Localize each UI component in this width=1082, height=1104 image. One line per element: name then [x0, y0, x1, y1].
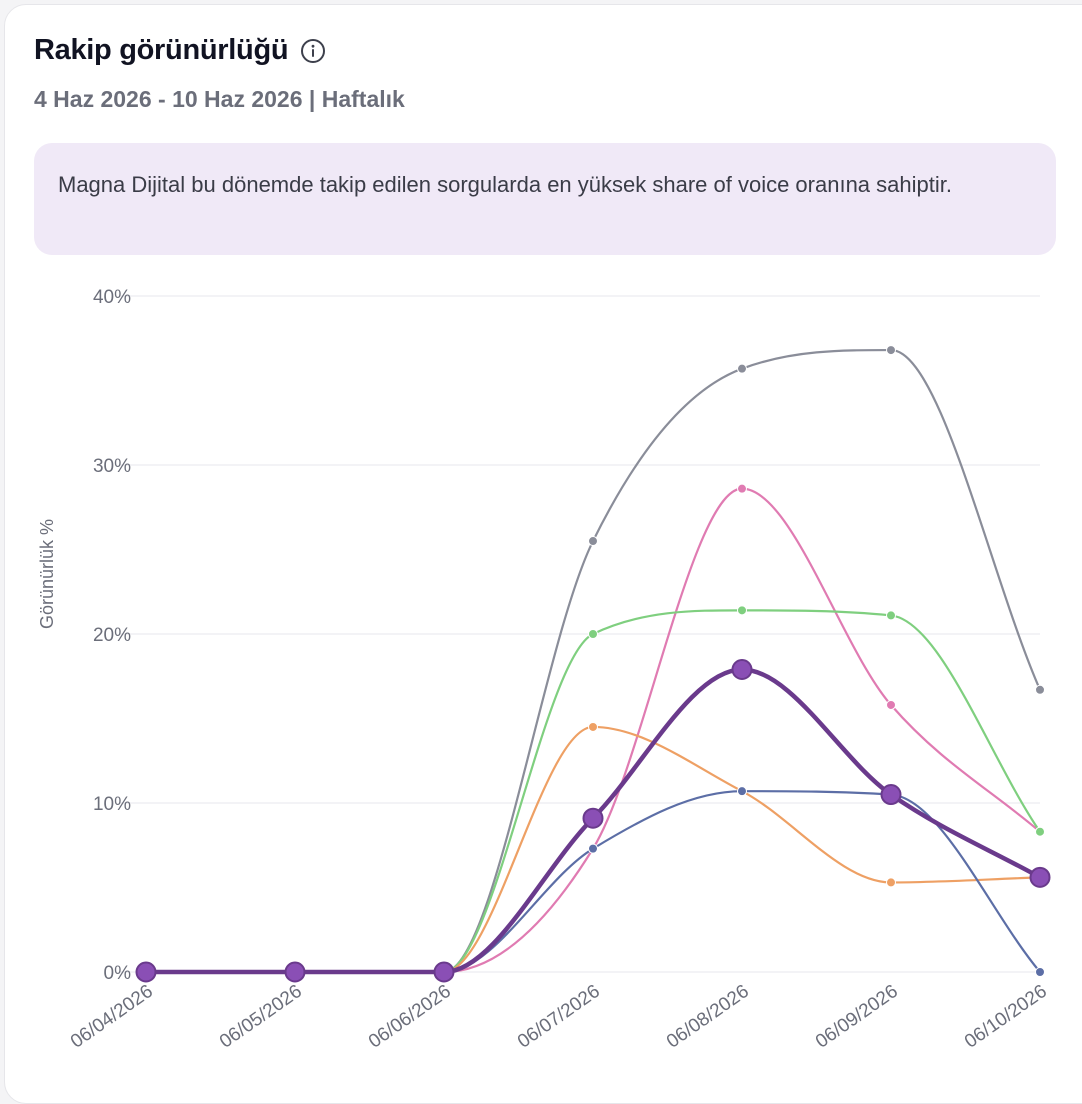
insight-text: Magna Dijital bu dönemde takip edilen so…	[58, 172, 952, 197]
insight-banner: Magna Dijital bu dönemde takip edilen so…	[34, 143, 1056, 255]
data-points	[135, 345, 1051, 983]
data-point[interactable]	[737, 605, 747, 616]
card-title: Rakip görünürlüğü	[34, 34, 289, 66]
data-point[interactable]	[737, 363, 747, 374]
y-tick-label: 0%	[104, 963, 132, 984]
data-point[interactable]	[880, 784, 902, 806]
data-point[interactable]	[886, 610, 896, 621]
date-range-subtitle: 4 Haz 2026 - 10 Haz 2026 | Haftalık	[34, 86, 405, 112]
data-point[interactable]	[1029, 866, 1051, 888]
grid-lines	[120, 295, 1040, 973]
series-lines	[143, 348, 1043, 975]
x-tick-label: 06/07/2026	[514, 981, 604, 1053]
series-line-3[interactable]	[144, 609, 1042, 974]
data-point[interactable]	[737, 483, 747, 494]
data-point[interactable]	[737, 786, 747, 797]
data-point[interactable]	[886, 699, 896, 710]
data-point[interactable]	[1035, 967, 1045, 977]
data-point[interactable]	[588, 843, 598, 854]
x-tick-label: 06/04/2026	[67, 981, 157, 1053]
line-chart: 0%10%20%30%40% Görünürlük % 06/04/2026 06…	[37, 287, 1051, 1053]
y-tick-label: 20%	[93, 625, 131, 646]
data-point[interactable]	[433, 961, 455, 983]
x-axis-ticks: 06/04/2026 06/05/2026 06/06/2026 06/07/2026…	[67, 981, 1051, 1053]
data-point[interactable]	[886, 345, 896, 356]
data-point[interactable]	[588, 536, 598, 547]
data-point[interactable]	[731, 658, 753, 680]
y-axis-title: Görünürlük %	[37, 519, 57, 629]
data-point[interactable]	[588, 629, 598, 639]
info-circle-icon[interactable]	[300, 38, 326, 64]
series-line-1[interactable]	[144, 348, 1042, 974]
x-tick-label: 06/10/2026	[961, 981, 1051, 1053]
y-axis-title-group: Görünürlük %	[37, 519, 57, 629]
x-tick-label: 06/06/2026	[365, 981, 455, 1053]
card-header: Rakip görünürlüğü	[34, 34, 326, 67]
data-point[interactable]	[1035, 826, 1045, 837]
y-axis-ticks: 0% 10% 20% 30% 40%	[93, 287, 131, 984]
data-point[interactable]	[1035, 684, 1045, 695]
chart-area: 0% 10% 20% 30% 40% Görünürlük % 06/04/2026 06…	[37, 287, 1051, 1053]
data-point[interactable]	[588, 721, 598, 732]
x-tick-label: 06/09/2026	[812, 981, 902, 1053]
y-tick-label: 10%	[93, 794, 131, 815]
y-tick-label: 40%	[93, 287, 131, 308]
x-tick-label: 06/05/2026	[216, 981, 306, 1053]
x-tick-label: 06/08/2026	[663, 981, 753, 1053]
data-point[interactable]	[886, 877, 896, 888]
data-point[interactable]	[582, 807, 604, 829]
y-tick-label: 30%	[93, 456, 131, 477]
data-point[interactable]	[135, 961, 157, 983]
data-point[interactable]	[284, 961, 306, 983]
